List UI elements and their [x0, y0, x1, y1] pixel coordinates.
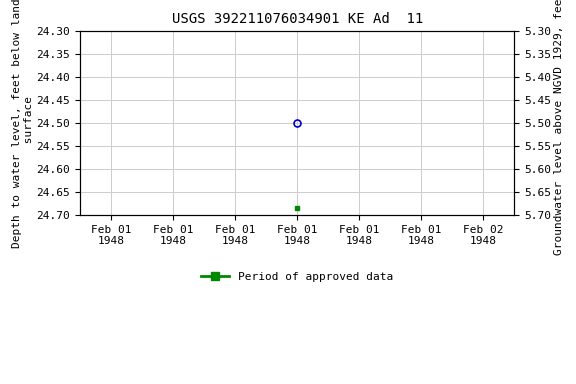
Title: USGS 392211076034901 KE Ad  11: USGS 392211076034901 KE Ad 11 — [172, 12, 423, 26]
Y-axis label: Groundwater level above NGVD 1929, feet: Groundwater level above NGVD 1929, feet — [554, 0, 564, 255]
Y-axis label: Depth to water level, feet below land
 surface: Depth to water level, feet below land su… — [12, 0, 33, 248]
Legend: Period of approved data: Period of approved data — [197, 268, 397, 286]
